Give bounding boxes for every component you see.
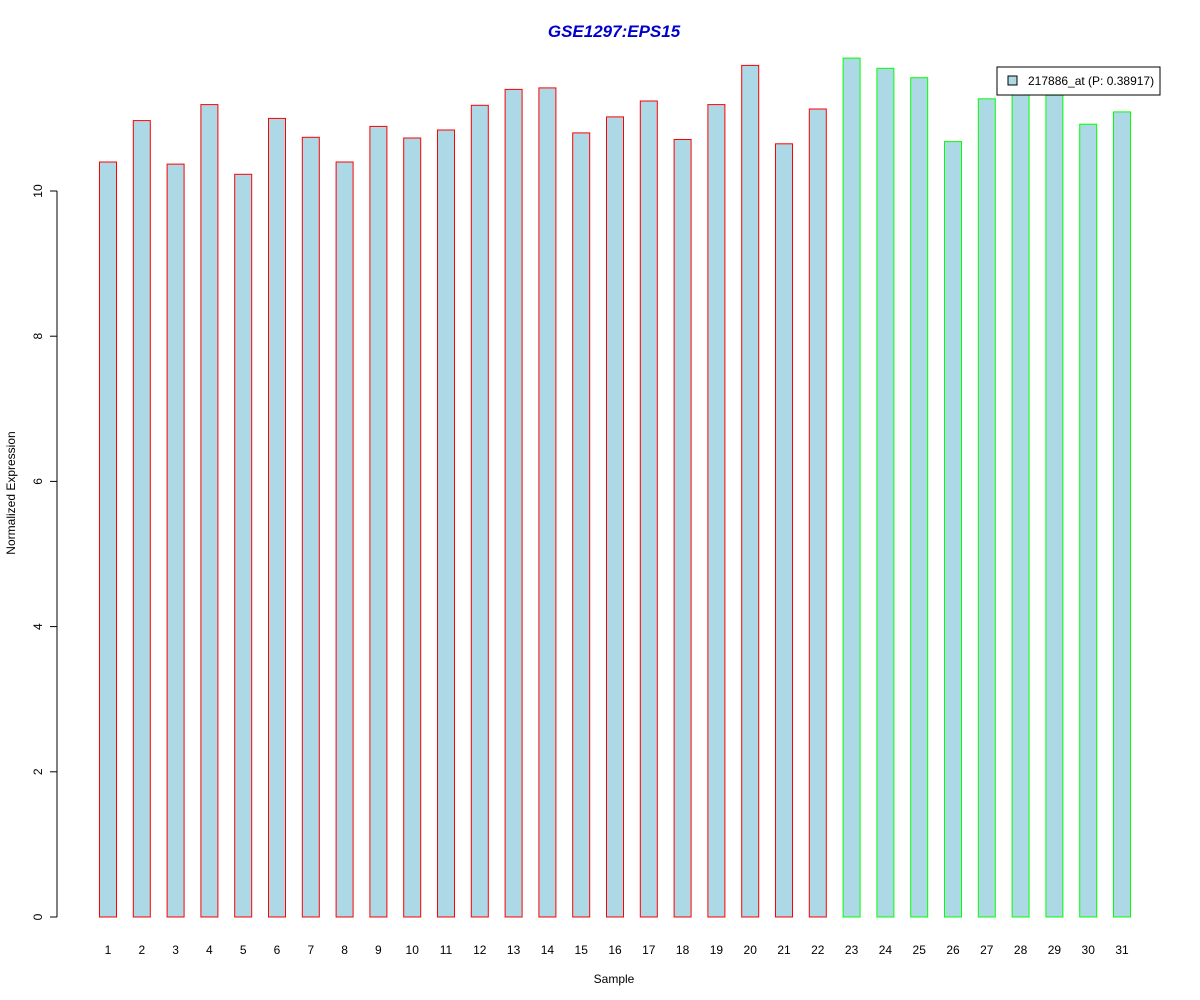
y-axis-label: Normalized Expression bbox=[4, 431, 18, 554]
bar-sample-8 bbox=[335, 161, 354, 918]
legend-swatch bbox=[1007, 75, 1018, 86]
bar-sample-26 bbox=[944, 141, 962, 918]
x-tick-label: 30 bbox=[1082, 943, 1096, 957]
bar-sample-14 bbox=[538, 87, 557, 918]
bar-sample-22 bbox=[808, 108, 827, 918]
legend-box bbox=[996, 66, 1161, 96]
bar-sample-17 bbox=[639, 100, 658, 918]
x-tick-label: 29 bbox=[1048, 943, 1062, 957]
x-tick-label: 3 bbox=[172, 943, 179, 957]
bar-sample-2 bbox=[132, 120, 151, 918]
x-tick-label: 24 bbox=[879, 943, 893, 957]
bar-sample-21 bbox=[775, 143, 793, 918]
x-tick-label: 28 bbox=[1014, 943, 1028, 957]
bar-sample-15 bbox=[572, 132, 591, 918]
legend-label: 217886_at (P: 0.38917) bbox=[1028, 74, 1154, 88]
x-tick-label: 26 bbox=[946, 943, 960, 957]
y-tick-label: 10 bbox=[31, 184, 45, 198]
x-axis-label: Sample bbox=[594, 972, 635, 986]
x-tick-label: 2 bbox=[138, 943, 145, 957]
x-tick-label: 31 bbox=[1115, 943, 1129, 957]
x-tick-label: 15 bbox=[575, 943, 589, 957]
bar-sample-29 bbox=[1045, 94, 1064, 918]
bar-sample-27 bbox=[977, 98, 996, 918]
y-tick-label: 8 bbox=[31, 333, 45, 340]
y-tick-label: 2 bbox=[31, 768, 45, 775]
bar-sample-5 bbox=[234, 173, 253, 918]
x-tick-label: 1 bbox=[105, 943, 112, 957]
x-tick-label: 17 bbox=[642, 943, 656, 957]
x-axis-labels: 1 2 3 4 5 6 7 8 9 10 11 12 13 14 15 16 17 18 19 20 21 22 23 24 2… bbox=[105, 943, 1129, 957]
x-tick-label: 7 bbox=[307, 943, 314, 957]
x-tick-label: 5 bbox=[240, 943, 247, 957]
y-tick-label: 4 bbox=[31, 623, 45, 630]
x-tick-label: 6 bbox=[274, 943, 281, 957]
x-tick-label: 18 bbox=[676, 943, 690, 957]
bar-sample-23 bbox=[842, 57, 861, 918]
x-tick-label: 27 bbox=[980, 943, 994, 957]
bar-sample-20 bbox=[741, 64, 760, 918]
x-tick-label: 22 bbox=[811, 943, 825, 957]
x-tick-label: 16 bbox=[608, 943, 622, 957]
bar-sample-25 bbox=[910, 77, 929, 918]
bars-group bbox=[99, 57, 1131, 918]
x-tick-label: 12 bbox=[473, 943, 487, 957]
bar-sample-12 bbox=[470, 104, 489, 918]
y-tick-label: 6 bbox=[31, 478, 45, 485]
bar-sample-19 bbox=[707, 104, 726, 918]
x-tick-label: 4 bbox=[206, 943, 213, 957]
x-tick-label: 20 bbox=[744, 943, 758, 957]
x-tick-label: 23 bbox=[845, 943, 859, 957]
bar-sample-10 bbox=[403, 137, 422, 918]
x-tick-label: 11 bbox=[440, 943, 453, 957]
x-tick-label: 8 bbox=[341, 943, 348, 957]
x-tick-label: 25 bbox=[913, 943, 927, 957]
x-tick-label: 9 bbox=[375, 943, 382, 957]
bar-sample-6 bbox=[268, 117, 286, 918]
bar-sample-18 bbox=[673, 139, 692, 918]
y-axis: 0 2 4 6 8 10 bbox=[31, 184, 58, 920]
x-tick-label: 21 bbox=[777, 943, 791, 957]
bar-sample-9 bbox=[369, 125, 388, 918]
bar-sample-13 bbox=[504, 88, 523, 918]
y-tick-label: 0 bbox=[31, 913, 45, 920]
bar-sample-7 bbox=[301, 136, 320, 918]
x-tick-label: 19 bbox=[710, 943, 724, 957]
bar-sample-30 bbox=[1079, 123, 1098, 918]
x-tick-label: 10 bbox=[406, 943, 420, 957]
bar-sample-3 bbox=[166, 163, 185, 918]
bar-sample-24 bbox=[876, 67, 895, 918]
bar-sample-16 bbox=[606, 116, 624, 918]
chart-title: GSE1297:EPS15 bbox=[548, 22, 681, 41]
x-tick-label: 13 bbox=[507, 943, 521, 957]
bar-sample-11 bbox=[437, 129, 455, 918]
bar-sample-28 bbox=[1011, 90, 1030, 918]
bar-sample-1 bbox=[99, 161, 117, 918]
bar-sample-4 bbox=[200, 104, 219, 918]
legend: 217886_at (P: 0.38917) bbox=[996, 66, 1161, 96]
bar-sample-31 bbox=[1113, 111, 1131, 918]
x-tick-label: 14 bbox=[541, 943, 555, 957]
